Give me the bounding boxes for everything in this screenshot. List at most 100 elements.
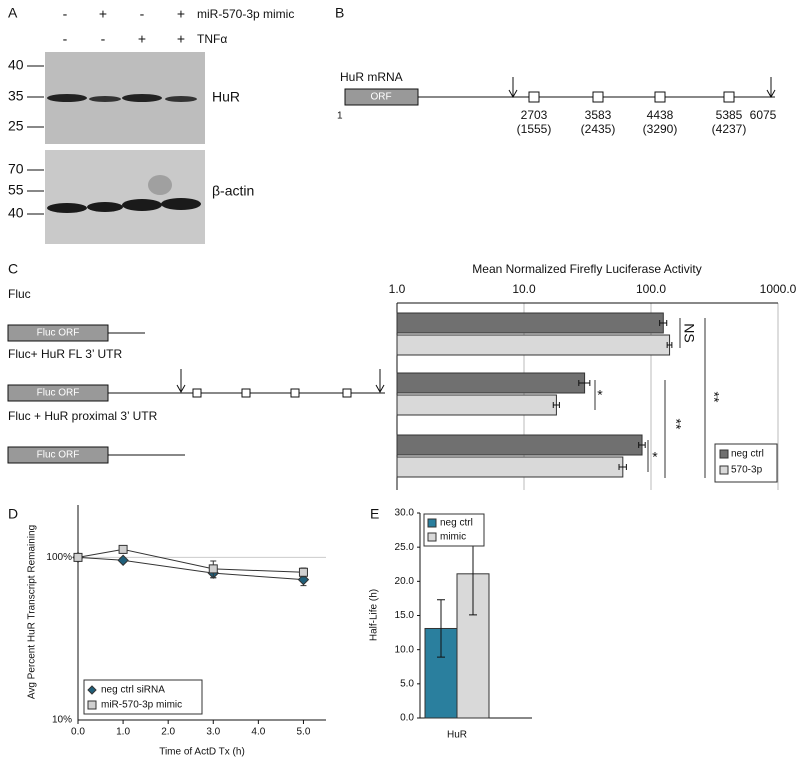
site-box <box>342 388 352 398</box>
legend-label: 570-3p <box>731 465 763 476</box>
band <box>47 94 87 102</box>
x-tick-label: 10.0 <box>512 282 536 296</box>
x-tick-label: 3.0 <box>206 727 220 738</box>
band <box>165 96 197 102</box>
blot-label: β-actin <box>212 183 254 199</box>
point <box>208 564 218 574</box>
legend-box <box>83 679 203 715</box>
error-bar <box>638 442 646 448</box>
band <box>122 94 162 102</box>
y-tick-label: 10% <box>52 715 72 726</box>
legend-swatch <box>427 532 437 542</box>
bar <box>396 456 624 478</box>
orf-label: ORF <box>370 92 391 103</box>
site-position: 2703 <box>521 108 548 122</box>
band <box>122 199 162 211</box>
bar <box>396 312 664 334</box>
legend-label: neg ctrl <box>440 518 473 529</box>
band <box>161 198 201 210</box>
y-tick-label: 15.0 <box>395 610 415 621</box>
error-bar <box>552 402 560 408</box>
transcript-label: HuR mRNA <box>340 70 403 84</box>
x-tick-label: HuR <box>447 730 467 741</box>
smear <box>148 175 172 195</box>
error-bar <box>659 320 668 326</box>
annotation: NS <box>681 323 697 342</box>
construct-orf <box>7 446 109 464</box>
blot-actin <box>45 150 205 244</box>
band <box>47 203 87 213</box>
y-tick-label: 5.0 <box>400 678 414 689</box>
site-position: 4438 <box>647 108 674 122</box>
y-axis-label: Half-Life (h) <box>369 589 380 641</box>
y-axis-label: Avg Percent HuR Transcript Remaining <box>27 525 38 699</box>
legend-marker <box>87 685 97 695</box>
row-label: TNFα <box>197 32 227 46</box>
y-tick-label: 0.0 <box>400 713 414 724</box>
category-label: Fluc+ HuR FL 3’ UTR <box>8 347 122 361</box>
panel-label: D <box>8 506 18 522</box>
band <box>87 202 123 212</box>
construct-orf <box>7 384 109 402</box>
point <box>73 552 83 562</box>
site-relative: (4237) <box>712 122 747 136</box>
error-bar <box>666 342 673 348</box>
bar <box>396 372 586 394</box>
y-tick-label: 25.0 <box>395 542 415 553</box>
site-box <box>723 91 735 103</box>
annotation: ** <box>668 419 684 430</box>
point <box>118 544 128 554</box>
site-box <box>241 388 251 398</box>
sign: - <box>140 6 145 22</box>
marker-label: 70 <box>8 161 24 177</box>
legend-swatch <box>719 449 729 459</box>
sign: + <box>177 31 185 47</box>
site-position: 3583 <box>585 108 612 122</box>
panel-label: B <box>335 5 344 21</box>
error-bar <box>618 464 627 470</box>
site-position: 5385 <box>716 108 743 122</box>
y-tick-label: 20.0 <box>395 576 415 587</box>
site-relative: (3290) <box>643 122 678 136</box>
orf-box <box>344 88 419 106</box>
legend-swatch <box>427 518 437 528</box>
arrow-head <box>176 384 186 394</box>
legend-label: neg ctrl <box>731 449 764 460</box>
point <box>117 554 129 566</box>
sign: - <box>101 31 106 47</box>
bar <box>396 334 671 356</box>
construct-label: Fluc ORF <box>37 328 80 339</box>
arrow-head <box>508 89 518 99</box>
sign: - <box>63 6 68 22</box>
construct-label: Fluc ORF <box>37 388 80 399</box>
annotation: * <box>597 387 603 403</box>
annotation: * <box>652 449 658 465</box>
annotation: ** <box>706 392 722 403</box>
x-tick-label: 1.0 <box>116 727 130 738</box>
x-axis-label: Time of ActD Tx (h) <box>159 747 245 758</box>
x-tick-label: 1.0 <box>389 282 406 296</box>
bar <box>396 434 643 456</box>
legend-label: neg ctrl siRNA <box>101 685 165 696</box>
start-label: 1 <box>337 111 343 122</box>
sign: - <box>63 31 68 47</box>
marker-label: 55 <box>8 182 24 198</box>
site-box <box>192 388 202 398</box>
construct-orf <box>7 324 109 342</box>
legend-label: mimic <box>440 532 466 543</box>
site-box <box>528 91 540 103</box>
arrow-head <box>766 89 776 99</box>
error-bar <box>437 599 445 658</box>
panel-label: E <box>370 506 379 522</box>
x-tick-label: 0.0 <box>71 727 85 738</box>
x-tick-label: 1000.0 <box>760 282 797 296</box>
marker-label: 40 <box>8 57 24 73</box>
site-relative: (2435) <box>581 122 616 136</box>
sign: + <box>99 6 107 22</box>
marker-label: 25 <box>8 118 24 134</box>
arrow-head <box>375 384 385 394</box>
band <box>89 96 121 102</box>
sign: + <box>177 6 185 22</box>
panel-label: C <box>8 261 18 277</box>
